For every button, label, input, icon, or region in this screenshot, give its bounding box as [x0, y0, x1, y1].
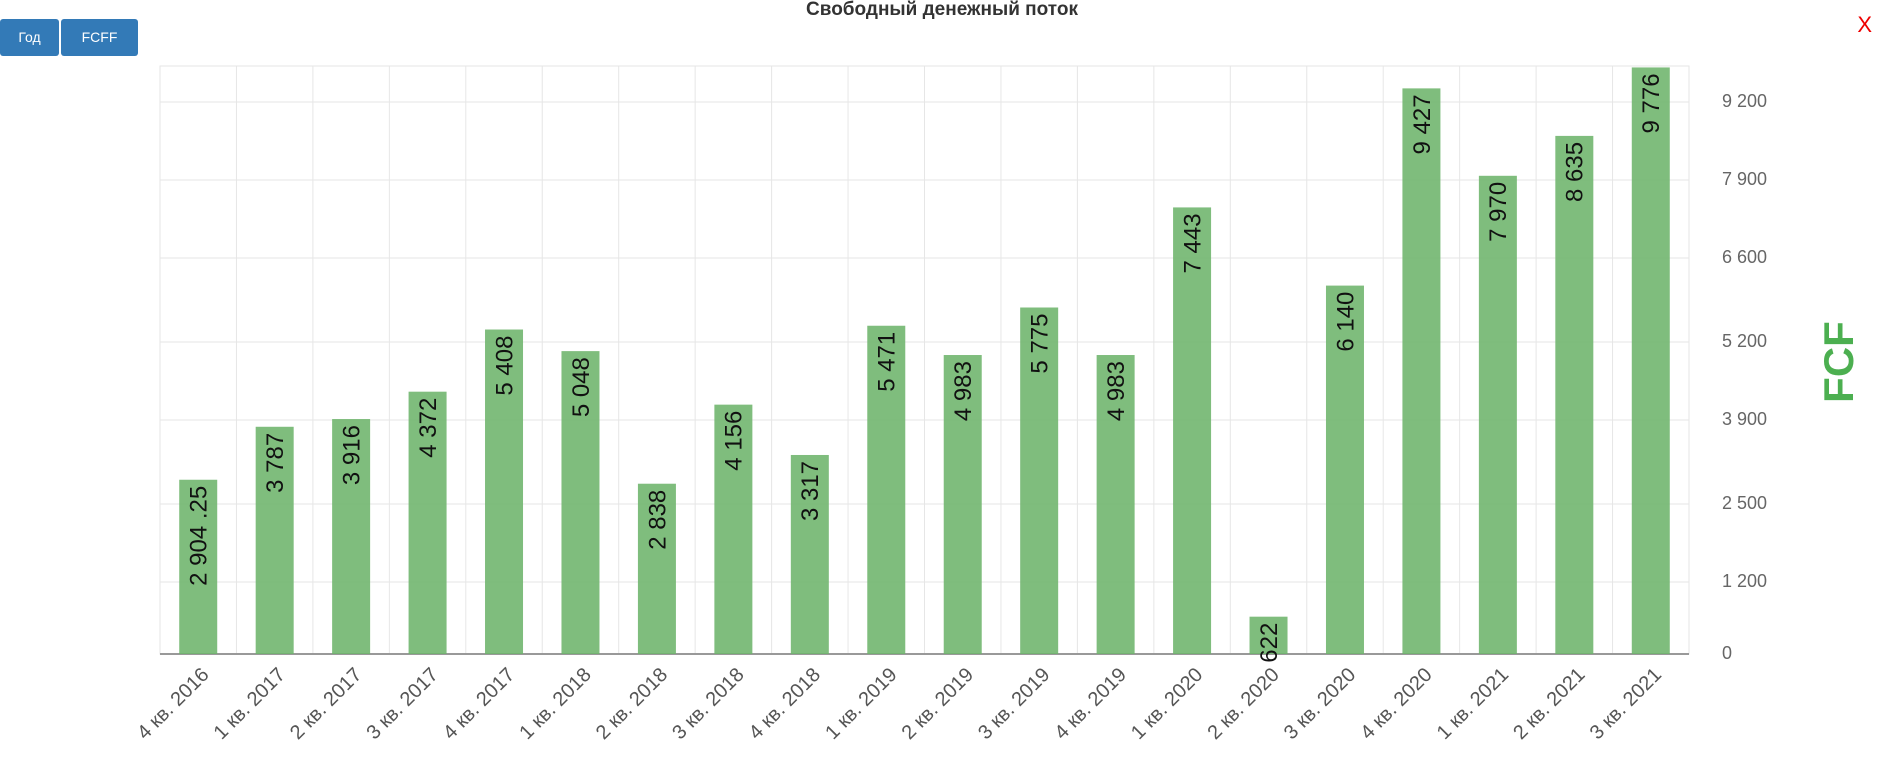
- value-label: 622: [1256, 623, 1283, 663]
- bar: [790, 454, 829, 654]
- x-tick-label: 4 кв. 2017: [439, 664, 519, 744]
- x-tick-label: 2 кв. 2017: [286, 664, 366, 744]
- fcff-button[interactable]: FCFF: [61, 19, 138, 56]
- bar: [1555, 135, 1594, 654]
- value-label: 5 408: [491, 336, 518, 396]
- value-label: 4 156: [721, 411, 748, 471]
- bar: [1173, 207, 1212, 655]
- bar: [867, 325, 906, 654]
- x-tick-label: 1 кв. 2019: [821, 664, 901, 744]
- value-label: 2 838: [644, 490, 671, 550]
- bar: [1020, 307, 1059, 654]
- x-tick-label: 3 кв. 2018: [668, 664, 748, 744]
- value-label: 5 048: [568, 357, 595, 417]
- value-label: 4 372: [415, 398, 442, 458]
- value-label: 7 443: [1179, 213, 1206, 273]
- x-tick-label: 2 кв. 2019: [898, 664, 978, 744]
- value-label: 8 635: [1562, 142, 1589, 202]
- x-tick-label: 3 кв. 2020: [1280, 664, 1360, 744]
- value-label: 5 775: [1027, 314, 1054, 374]
- x-tick-label: 1 кв. 2018: [515, 664, 595, 744]
- value-label: 6 140: [1332, 292, 1359, 352]
- x-tick-label: 2 кв. 2020: [1203, 664, 1283, 744]
- x-tick-label: 3 кв. 2019: [974, 664, 1054, 744]
- value-label: 4 983: [950, 361, 977, 421]
- x-tick-label: 4 кв. 2020: [1356, 664, 1436, 744]
- x-tick-label: 1 кв. 2020: [1127, 664, 1207, 744]
- y-tick-label: 7 900: [1722, 169, 1767, 189]
- x-tick-label: 2 кв. 2021: [1509, 664, 1589, 744]
- y-tick-label: 3 900: [1722, 409, 1767, 429]
- bar: [179, 479, 218, 654]
- value-label: 9 427: [1409, 94, 1436, 154]
- bar: [561, 351, 600, 654]
- y-tick-label: 0: [1722, 643, 1732, 663]
- x-tick-label: 4 кв. 2019: [1051, 664, 1131, 744]
- plot-frame: [159, 65, 1690, 655]
- bar: [408, 391, 447, 654]
- bar: [1631, 67, 1670, 654]
- x-tick-label: 3 кв. 2021: [1586, 664, 1666, 744]
- y-tick-label: 6 600: [1722, 247, 1767, 267]
- bar: [637, 483, 676, 654]
- y-tick-label: 5 200: [1722, 331, 1767, 351]
- x-tick-label: 3 кв. 2017: [362, 664, 442, 744]
- y-tick-label: 9 200: [1722, 91, 1767, 111]
- x-tick-label: 4 кв. 2016: [133, 664, 213, 744]
- bar: [255, 426, 294, 654]
- value-label: 5 471: [874, 332, 901, 392]
- x-tick-label: 4 кв. 2018: [745, 664, 825, 744]
- bar: [1096, 355, 1135, 654]
- value-label: 3 787: [262, 433, 289, 493]
- bar: [943, 355, 982, 654]
- chart-title: Свободный денежный поток: [806, 0, 1078, 20]
- value-label: 2 904 .25: [186, 486, 213, 586]
- value-label: 3 317: [797, 461, 824, 521]
- bar: [1249, 616, 1288, 654]
- year-button[interactable]: Год: [0, 19, 59, 56]
- bar: [485, 329, 524, 654]
- y-axis-title: FCF: [1815, 321, 1862, 403]
- bar: [714, 404, 753, 654]
- value-label: 7 970: [1485, 182, 1512, 242]
- value-label: 9 776: [1638, 73, 1665, 133]
- value-label: 4 983: [1103, 361, 1130, 421]
- y-tick-label: 2 500: [1722, 493, 1767, 513]
- x-tick-label: 1 кв. 2017: [210, 664, 290, 744]
- bar: [332, 419, 371, 654]
- value-label: 3 916: [338, 425, 365, 485]
- x-tick-label: 2 кв. 2018: [592, 664, 672, 744]
- x-tick-label: 1 кв. 2021: [1433, 664, 1513, 744]
- bar: [1402, 88, 1441, 654]
- bar: [1325, 285, 1364, 654]
- close-button[interactable]: X: [1857, 12, 1872, 37]
- bar: [1478, 175, 1517, 655]
- y-tick-label: 1 200: [1722, 571, 1767, 591]
